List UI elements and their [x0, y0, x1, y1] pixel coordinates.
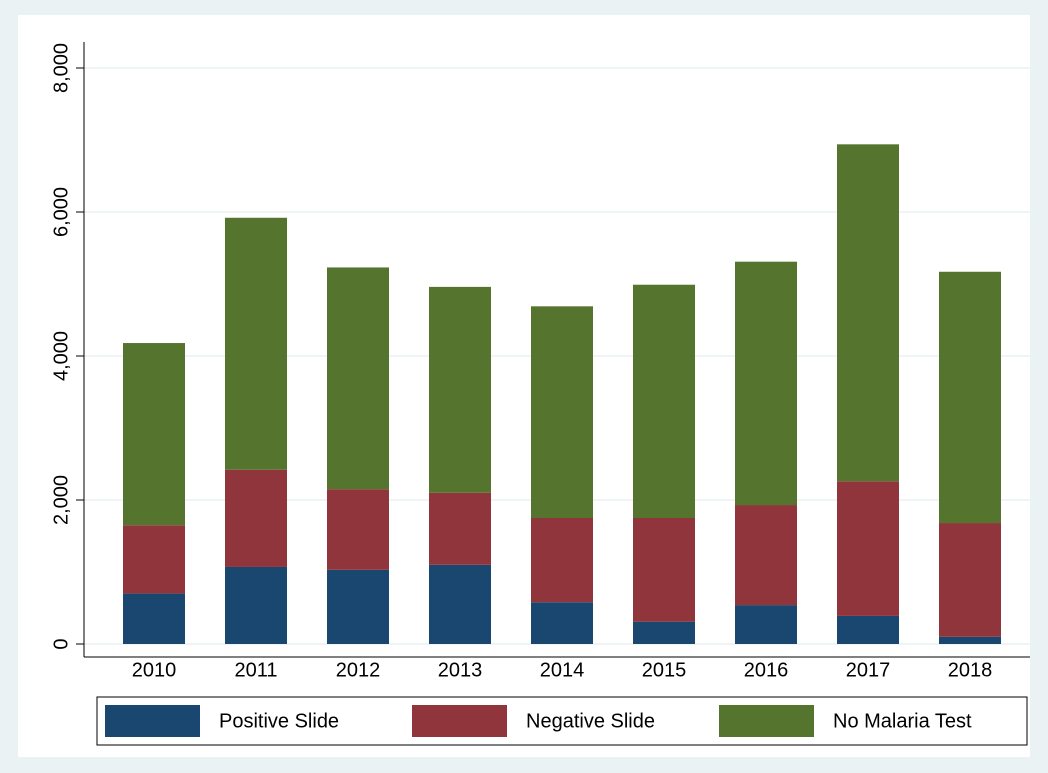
legend-label: Negative Slide — [526, 710, 655, 732]
bar-segment — [429, 564, 491, 644]
bar-segment — [837, 615, 899, 644]
y-tick-label: 2,000 — [50, 475, 72, 525]
bar-segment — [633, 518, 695, 622]
bar-segment — [531, 602, 593, 644]
bar-segment — [225, 566, 287, 644]
bar-segment — [837, 481, 899, 616]
bar-segment — [327, 267, 389, 490]
bar-segment — [327, 489, 389, 570]
y-tick-label: 4,000 — [50, 331, 72, 381]
bar-segment — [531, 306, 593, 518]
y-tick-label: 8,000 — [50, 43, 72, 93]
legend-swatch — [719, 705, 814, 737]
bar-segment — [327, 569, 389, 644]
bar-segment — [225, 469, 287, 567]
bar-segment — [939, 271, 1001, 524]
bar-segment — [633, 284, 695, 518]
x-tick-label: 2012 — [336, 659, 381, 681]
legend-label: No Malaria Test — [833, 710, 972, 732]
bar-segment — [837, 144, 899, 482]
bar-segment — [225, 217, 287, 470]
x-tick-label: 2017 — [846, 659, 891, 681]
x-tick-label: 2015 — [642, 659, 687, 681]
bar-segment — [531, 518, 593, 603]
bar-segment — [735, 505, 797, 606]
bar-segment — [735, 261, 797, 506]
bar-segment — [939, 523, 1001, 637]
x-tick-label: 2014 — [540, 659, 585, 681]
x-tick-label: 2010 — [132, 659, 177, 681]
bar-segment — [633, 621, 695, 644]
legend-swatch — [412, 705, 507, 737]
legend-box — [96, 696, 1028, 746]
x-tick-label: 2013 — [438, 659, 483, 681]
bar-segment — [429, 492, 491, 565]
bar-segment — [939, 636, 1001, 644]
x-tick-label: 2018 — [948, 659, 993, 681]
y-tick-label: 6,000 — [50, 187, 72, 237]
bar-segment — [123, 525, 185, 594]
legend-swatch — [105, 705, 200, 737]
x-tick-label: 2016 — [744, 659, 789, 681]
bar-segment — [123, 343, 185, 526]
y-tick-label: 0 — [50, 638, 72, 649]
legend-label: Positive Slide — [219, 710, 339, 732]
bar-segment — [429, 286, 491, 493]
x-tick-label: 2011 — [234, 659, 277, 681]
bar-segment — [123, 593, 185, 644]
bar-segment — [735, 605, 797, 644]
